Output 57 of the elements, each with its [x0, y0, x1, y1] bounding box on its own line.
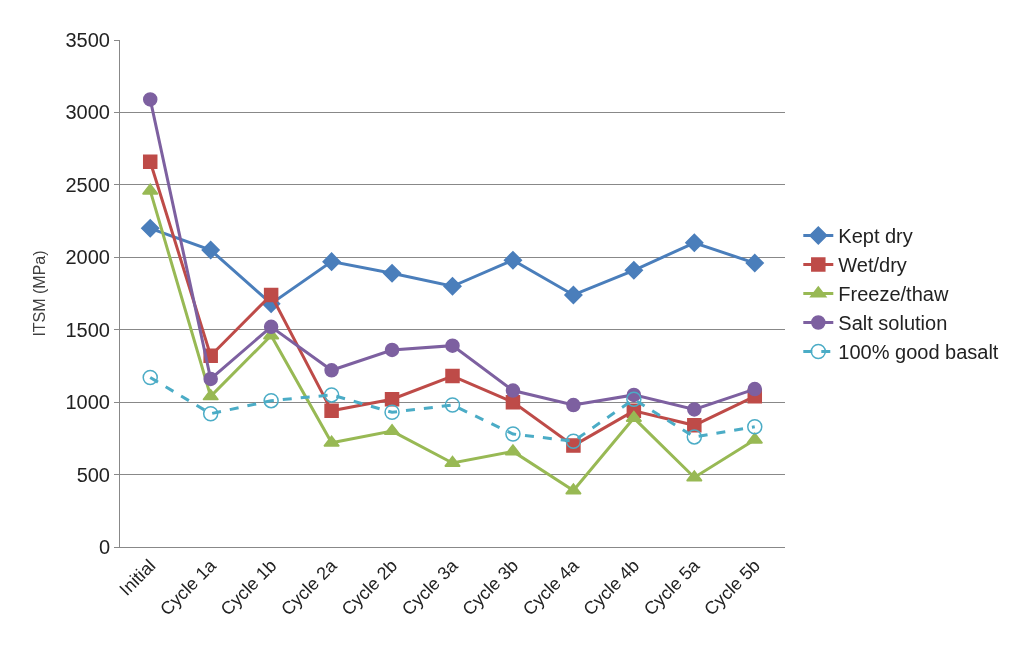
y-tick-label: 3500	[65, 29, 110, 51]
point	[202, 405, 219, 422]
point	[566, 397, 581, 413]
point	[142, 154, 158, 169]
point	[445, 368, 460, 384]
point	[382, 264, 402, 283]
point	[203, 371, 218, 387]
legend-label: Freeze/thaw	[838, 283, 949, 306]
point	[624, 261, 644, 280]
point	[444, 397, 461, 413]
legend-label: 100% good basalt	[838, 341, 999, 364]
point	[564, 285, 583, 305]
point	[384, 392, 400, 407]
point	[745, 253, 764, 273]
legend-label: Wet/dry	[838, 254, 907, 277]
point	[626, 391, 642, 407]
point	[263, 392, 279, 409]
point	[686, 429, 703, 445]
y-tick-label: 1500	[65, 318, 110, 341]
point	[322, 252, 341, 271]
point	[142, 369, 158, 386]
y-axis-title: ITSM (MPa)	[31, 250, 49, 337]
point	[505, 426, 521, 442]
point	[383, 423, 401, 436]
point	[142, 92, 158, 107]
point	[444, 455, 461, 467]
point	[747, 419, 763, 435]
point	[503, 250, 523, 270]
point	[687, 402, 702, 417]
point	[202, 389, 219, 401]
y-tick-label: 0	[98, 536, 110, 558]
point	[323, 435, 340, 447]
point	[263, 319, 279, 335]
point	[324, 363, 339, 378]
point	[686, 470, 703, 482]
point	[747, 381, 763, 397]
legend-label: Salt solution	[838, 312, 948, 335]
point	[445, 338, 460, 353]
point	[625, 410, 643, 423]
y-tick-label: 2500	[65, 173, 110, 196]
point	[565, 433, 582, 449]
point	[141, 219, 160, 238]
point	[263, 287, 279, 303]
y-tick-label: 3000	[65, 101, 110, 124]
point	[505, 383, 521, 398]
point	[384, 342, 400, 358]
point	[565, 483, 582, 495]
point	[384, 404, 400, 421]
y-tick-label: 2000	[65, 246, 110, 269]
point	[443, 277, 462, 296]
y-tick-label: 500	[76, 463, 110, 486]
point	[201, 240, 220, 260]
point	[324, 403, 339, 419]
point	[323, 387, 340, 403]
y-tick-label: 1000	[65, 391, 110, 414]
legend-label: Kept dry	[838, 225, 913, 248]
point	[685, 233, 704, 252]
